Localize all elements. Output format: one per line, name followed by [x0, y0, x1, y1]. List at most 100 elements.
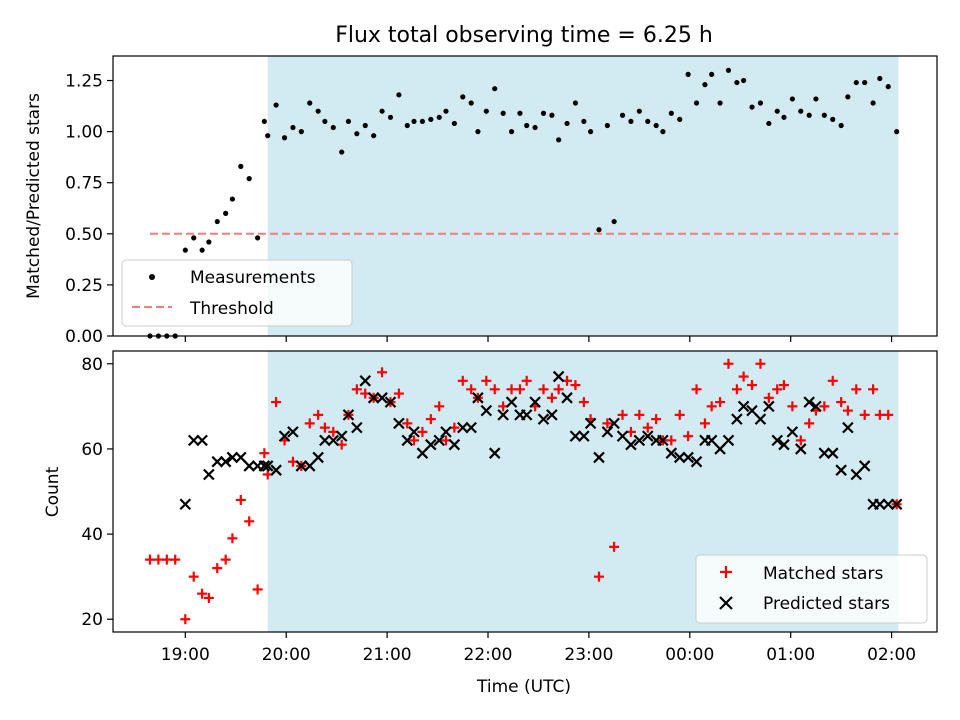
y-tick-label: 80: [81, 355, 103, 375]
predicted-stars-point: [393, 417, 405, 430]
measurement-point: [870, 100, 876, 106]
predicted-stars-point: [882, 498, 895, 511]
matched-stars-point: [666, 435, 677, 446]
ratio-y-ticks: 0.00 0.25 0.50 0.75 1.00 1.25: [65, 72, 113, 347]
measurement-point: [894, 129, 900, 135]
measurement-point: [556, 137, 562, 143]
matched-stars-point: [763, 392, 774, 403]
matched-stars-point: [259, 448, 270, 459]
measurement-point: [182, 247, 188, 253]
measurement-point: [645, 118, 651, 125]
predicted-stars-point: [625, 438, 637, 451]
matched-stars-point: [180, 614, 191, 625]
measurement-point: [774, 108, 780, 114]
measurement-point: [725, 67, 732, 73]
measurement-point: [564, 120, 570, 127]
measurement-point: [702, 82, 708, 88]
predicted-stars-point: [196, 434, 208, 447]
measurement-point: [436, 114, 442, 120]
predicted-stars-point: [179, 498, 192, 511]
ratio-legend: Measurements Threshold: [121, 259, 353, 327]
measurement-point: [322, 118, 328, 125]
matched-stars-point: [819, 401, 830, 412]
count-y-ticks: 20 40 60 80: [81, 355, 113, 630]
measurement-point: [206, 239, 212, 245]
measurement-point: [532, 124, 538, 131]
matched-stars-point: [772, 384, 783, 395]
ratio-y-axis-label: Matched/Predicted stars: [24, 93, 44, 299]
matched-stars-point: [161, 554, 172, 565]
matched-stars-point: [602, 418, 613, 429]
predicted-stars-point: [584, 417, 597, 430]
predicted-stars-point: [497, 409, 509, 421]
measurement-point: [492, 86, 498, 92]
measurement-point: [611, 218, 617, 225]
matched-stars-point: [489, 384, 500, 395]
matched-stars-point: [466, 384, 477, 395]
count-legend: Matched stars Predicted stars: [695, 554, 928, 624]
predicted-stars-point: [641, 430, 654, 442]
predicted-stars-point: [258, 460, 271, 472]
measurement-point: [685, 71, 691, 77]
predicted-stars-point: [561, 392, 573, 404]
predicted-stars-point: [520, 409, 533, 421]
matched-stars-point: [170, 554, 181, 565]
predicted-stars-point: [874, 498, 886, 511]
predicted-stars-point: [665, 447, 678, 459]
measurement-point: [845, 94, 851, 100]
x-tick-label: 23:00: [564, 645, 613, 665]
matched-stars-point: [434, 401, 445, 412]
y-tick-label: 60: [81, 440, 103, 460]
measurement-point: [508, 129, 515, 135]
matched-stars-point: [409, 435, 420, 446]
matched-stars-point: [747, 380, 758, 391]
predicted-stars-point: [633, 434, 646, 447]
predicted-stars-point: [537, 413, 550, 425]
measurement-point: [677, 116, 683, 122]
measurement-point: [781, 114, 787, 120]
measurement-point: [668, 110, 674, 116]
count-x-ticks: 19:00 20:00 21:00 22:00 23:00 00:00 01:00 02:00: [161, 632, 916, 665]
matched-stars-point: [144, 554, 155, 565]
matched-stars-point: [417, 426, 428, 437]
measurement-point: [636, 108, 642, 114]
matched-stars-point: [868, 384, 879, 395]
measurement-point: [411, 118, 417, 125]
observing-span-shade: [267, 56, 899, 336]
matched-stars-point: [425, 414, 436, 425]
predicted-stars-point: [552, 370, 565, 383]
predicted-stars-point: [384, 396, 397, 408]
matched-stars-point: [795, 435, 806, 446]
measurement-point: [660, 129, 666, 135]
figure-title: Flux total observing time = 6.25 h: [335, 23, 713, 48]
matched-stars-point: [570, 380, 581, 391]
predicted-stars-point: [235, 451, 247, 464]
matched-stars-point: [842, 405, 853, 416]
predicted-stars-point: [433, 434, 446, 447]
predicted-stars-point: [465, 421, 477, 434]
measurement-point: [717, 100, 723, 106]
measurement-point: [443, 108, 449, 114]
measurement-point: [789, 96, 795, 102]
predicted-stars-point: [593, 451, 605, 464]
measurement-point: [255, 235, 261, 241]
matched-stars-point: [514, 384, 525, 395]
legend-predicted-label: Predicted stars: [763, 594, 890, 614]
matched-stars-point: [778, 380, 789, 391]
measurement-point: [339, 149, 345, 155]
matched-stars-point: [212, 563, 223, 574]
measurement-point: [387, 114, 394, 120]
predicted-stars-point: [616, 430, 629, 442]
x-tick-label: 01:00: [766, 645, 815, 665]
measurement-point: [709, 71, 715, 77]
matched-stars-point: [319, 422, 330, 433]
predicted-stars-point: [342, 409, 355, 421]
measurement-point: [307, 100, 313, 106]
measurement-point: [460, 94, 466, 100]
predicted-stars-point: [690, 455, 703, 468]
matched-stars-point: [521, 375, 532, 386]
matched-stars-point: [153, 554, 164, 565]
predicted-stars-point: [457, 421, 469, 434]
predicted-stars-point: [771, 434, 784, 447]
matched-stars-point: [457, 375, 468, 386]
